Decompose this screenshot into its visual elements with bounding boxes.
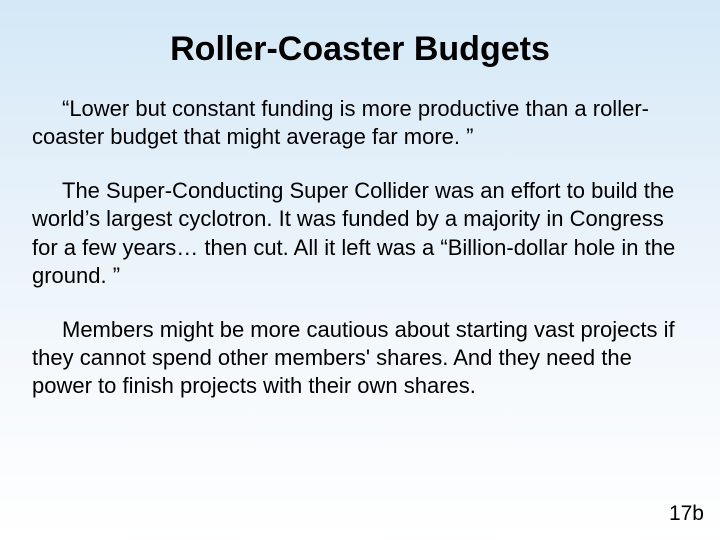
paragraph-1: “Lower but constant funding is more prod…	[32, 95, 688, 151]
slide-title: Roller-Coaster Budgets	[32, 30, 688, 69]
page-number: 17b	[669, 502, 704, 526]
slide-container: Roller-Coaster Budgets “Lower but consta…	[0, 0, 720, 540]
paragraph-2: The Super-Conducting Super Collider was …	[32, 177, 688, 290]
paragraph-3: Members might be more cautious about sta…	[32, 316, 688, 400]
